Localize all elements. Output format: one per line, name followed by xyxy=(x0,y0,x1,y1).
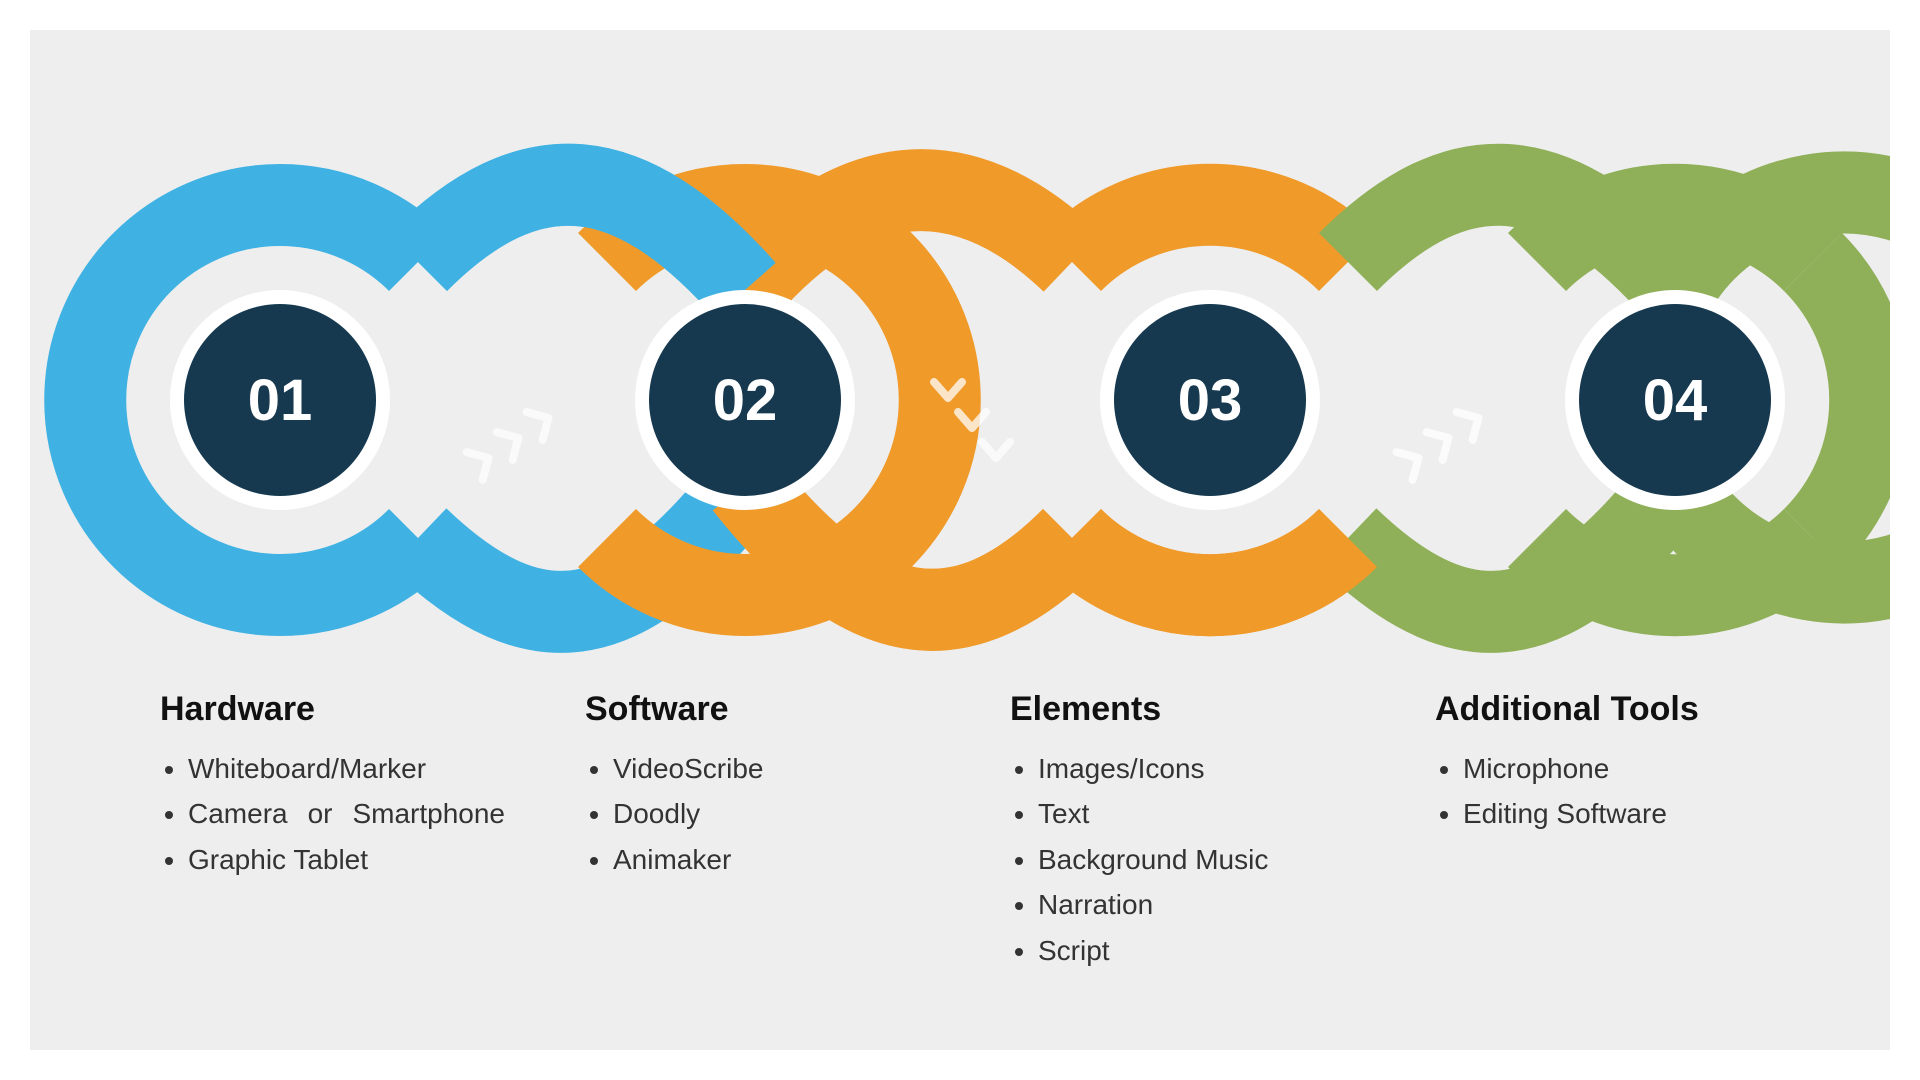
col-title: Software xyxy=(585,690,930,729)
col-title: Hardware xyxy=(160,690,505,729)
step-circle-04: 04 xyxy=(1565,290,1785,510)
chevrons-1 xyxy=(467,404,557,480)
list-item: Doodly xyxy=(613,792,930,835)
list-item: Animaker xyxy=(613,838,930,881)
col-title: Additional Tools xyxy=(1435,690,1780,729)
chevrons-3 xyxy=(1397,404,1487,480)
list-item: Camera or Smartphone xyxy=(188,792,505,835)
col-hardware: Hardware Whiteboard/Marker Camera or Sma… xyxy=(110,690,535,974)
content-row: Hardware Whiteboard/Marker Camera or Sma… xyxy=(30,690,1890,974)
col-list: Whiteboard/Marker Camera or Smartphone G… xyxy=(160,747,505,881)
step-number: 02 xyxy=(713,367,778,434)
list-item: Background Music xyxy=(1038,838,1355,881)
infographic-canvas: 01 02 03 04 Hardware Whiteboard/Marker C… xyxy=(30,30,1890,1050)
step-circle-03: 03 xyxy=(1100,290,1320,510)
list-item: Whiteboard/Marker xyxy=(188,747,505,790)
list-item: Images/Icons xyxy=(1038,747,1355,790)
col-additional: Additional Tools Microphone Editing Soft… xyxy=(1385,690,1810,974)
list-item: Microphone xyxy=(1463,747,1780,790)
col-title: Elements xyxy=(1010,690,1355,729)
list-item: VideoScribe xyxy=(613,747,930,790)
step-number: 03 xyxy=(1178,367,1243,434)
list-item: Script xyxy=(1038,929,1355,972)
col-elements: Elements Images/Icons Text Background Mu… xyxy=(960,690,1385,974)
list-item: Text xyxy=(1038,792,1355,835)
step-number: 01 xyxy=(248,367,313,434)
step-circle-02: 02 xyxy=(635,290,855,510)
step-number: 04 xyxy=(1643,367,1708,434)
step-circle-01: 01 xyxy=(170,290,390,510)
list-item: Graphic Tablet xyxy=(188,838,505,881)
col-list: Microphone Editing Software xyxy=(1435,747,1780,836)
list-item: Editing Software xyxy=(1463,792,1780,835)
col-list: Images/Icons Text Background Music Narra… xyxy=(1010,747,1355,972)
list-item: Narration xyxy=(1038,883,1355,926)
col-list: VideoScribe Doodly Animaker xyxy=(585,747,930,881)
col-software: Software VideoScribe Doodly Animaker xyxy=(535,690,960,974)
